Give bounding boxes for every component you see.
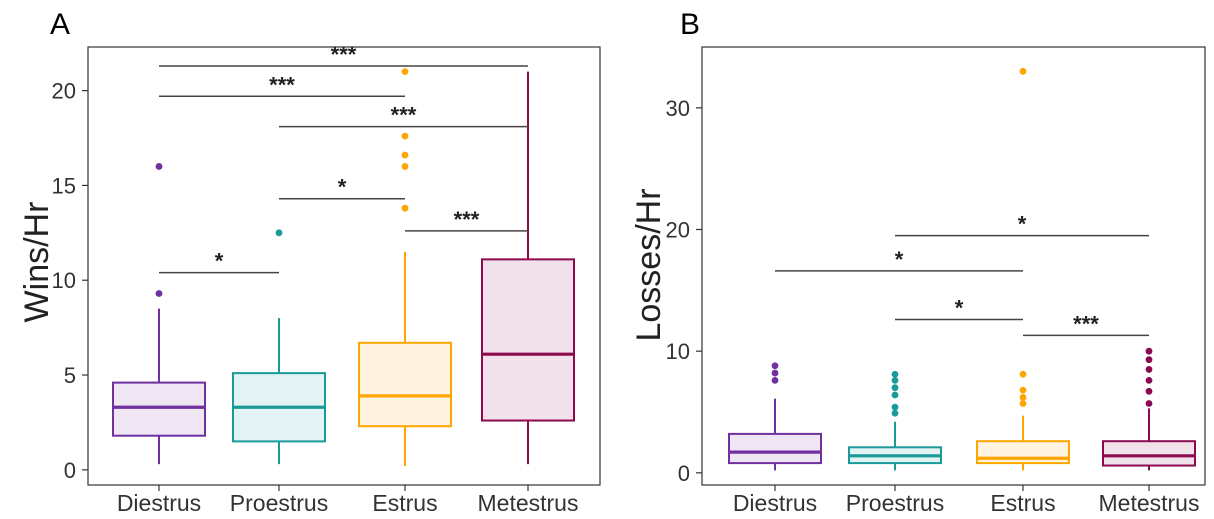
significance-label: ***: [331, 42, 357, 67]
y-tick-label: 20: [52, 79, 76, 104]
y-tick-label: 15: [52, 173, 76, 198]
y-tick-label: 20: [666, 218, 690, 243]
outlier-point: [1019, 386, 1027, 394]
significance-label: *: [895, 247, 904, 272]
outlier-point: [1019, 67, 1027, 75]
significance-bracket: ***: [159, 72, 405, 97]
plot-panel-border: [87, 46, 601, 486]
outlier-point: [275, 229, 283, 237]
y-tick-label: 10: [52, 268, 76, 293]
box-metestrus: [481, 71, 575, 465]
significance-bracket: *: [279, 175, 405, 200]
box-diestrus: [112, 163, 206, 465]
outlier-point: [891, 384, 899, 392]
box-proestrus: [848, 370, 942, 471]
box-diestrus: [728, 362, 822, 471]
outlier-point: [891, 370, 899, 378]
outlier-point: [771, 376, 779, 384]
y-axis-label: Wins/Hr: [18, 202, 56, 323]
outlier-point: [1145, 387, 1153, 395]
significance-bracket: *: [895, 296, 1023, 321]
panel-label: A: [50, 8, 70, 41]
panel-b: B Losses/Hr 0 10 20 30 Diestrus Proestrus Estrus…: [630, 8, 1206, 516]
outlier-point: [401, 132, 409, 140]
significance-bracket: *: [895, 212, 1149, 237]
significance-label: *: [338, 175, 347, 200]
significance-bracket: ***: [279, 103, 528, 128]
outlier-point: [1145, 347, 1153, 355]
box-body: [1102, 440, 1196, 467]
y-tick-label: 10: [666, 339, 690, 364]
significance-bracket: ***: [159, 42, 528, 67]
outlier-point: [1145, 376, 1153, 384]
outlier-point: [401, 204, 409, 212]
significance-label: *: [215, 249, 224, 274]
x-tick-label: Proestrus: [230, 490, 328, 516]
y-axis-label: Losses/Hr: [630, 188, 668, 341]
significance-bracket: ***: [1023, 311, 1149, 336]
outlier-point: [891, 403, 899, 411]
outlier-point: [401, 151, 409, 159]
y-tick-label: 0: [64, 458, 76, 483]
significance-label: ***: [454, 207, 480, 232]
outlier-point: [891, 391, 899, 399]
box-body: [358, 341, 452, 428]
outlier-point: [771, 369, 779, 377]
significance-bracket: *: [775, 247, 1023, 272]
significance-label: ***: [1073, 311, 1099, 336]
x-tick-label: Diestrus: [733, 490, 817, 516]
x-tick-label: Estrus: [372, 490, 437, 516]
box-metestrus: [1102, 347, 1196, 471]
outlier-point: [155, 290, 163, 297]
box-estrus: [976, 67, 1070, 471]
outlier-point: [1019, 370, 1027, 378]
outlier-point: [1145, 366, 1153, 373]
box-proestrus: [232, 229, 326, 465]
x-tick-label: Proestrus: [846, 490, 944, 516]
significance-label: *: [955, 296, 964, 321]
outlier-point: [1019, 394, 1027, 401]
outlier-point: [155, 163, 163, 170]
x-tick-label: Diestrus: [117, 490, 201, 516]
box-body: [112, 381, 206, 437]
outlier-point: [1019, 400, 1027, 407]
panel-label: B: [680, 8, 700, 41]
outlier-point: [401, 68, 409, 76]
significance-bracket: *: [159, 249, 279, 274]
outlier-point: [401, 163, 409, 170]
outlier-point: [891, 409, 899, 417]
plot-panel-border: [701, 46, 1206, 486]
outlier-point: [771, 362, 779, 370]
x-tick-label: Metestrus: [1099, 490, 1200, 516]
outlier-point: [1145, 400, 1153, 407]
x-tick-label: Metestrus: [478, 490, 579, 516]
significance-label: ***: [391, 103, 417, 128]
outlier-point: [1145, 356, 1153, 364]
significance-label: *: [1018, 212, 1027, 237]
significance-bracket: ***: [405, 207, 528, 232]
box-estrus: [358, 68, 452, 467]
x-tick-label: Estrus: [990, 490, 1055, 516]
box-body: [728, 432, 822, 465]
panel-a: A Wins/Hr 0 5 10 15 20 Diestrus Proestrus Estrus M…: [18, 8, 601, 516]
y-tick-label: 5: [64, 363, 76, 388]
box-body: [481, 258, 575, 422]
significance-label: ***: [269, 72, 295, 97]
y-tick-label: 30: [666, 96, 690, 121]
outlier-point: [891, 376, 899, 384]
y-tick-label: 0: [678, 461, 690, 486]
